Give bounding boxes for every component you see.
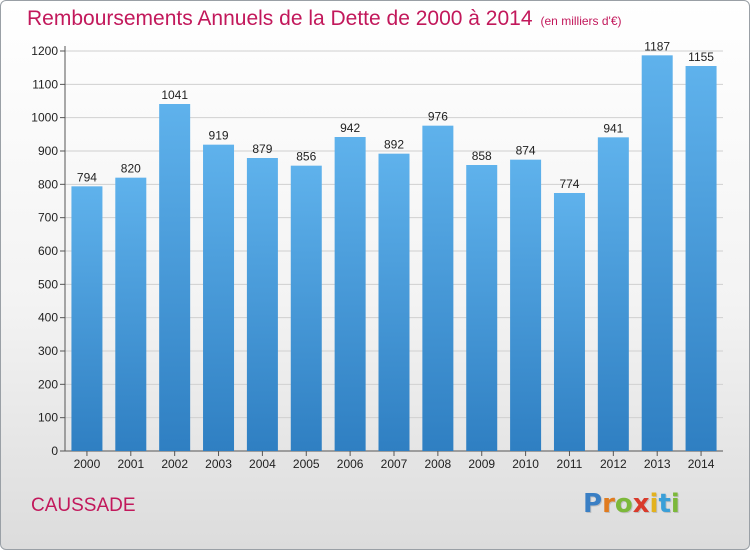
y-tick-label: 900	[38, 144, 58, 158]
bar-value-label: 1041	[161, 88, 188, 102]
y-tick-label: 700	[38, 211, 58, 225]
x-tick-label: 2006	[337, 457, 364, 471]
x-tick-label: 2014	[688, 457, 715, 471]
x-tick-label: 2007	[381, 457, 408, 471]
x-tick-label: 2000	[74, 457, 101, 471]
bars: 794 820 1041 919 879 856 942 892 976 858 874 774 941…	[71, 39, 717, 452]
bar-value-label: 879	[252, 142, 272, 156]
bar-value-label: 1187	[644, 39, 670, 53]
y-tick-label: 1200	[31, 44, 58, 58]
bar-value-label: 794	[77, 170, 97, 184]
brand-logo: Proxiti	[583, 489, 680, 519]
logo-letter: i	[649, 489, 659, 519]
y-tick-label: 1100	[32, 77, 58, 91]
bar-2012	[597, 137, 629, 452]
bar-2007	[378, 153, 410, 451]
x-tick-label: 2008	[425, 457, 452, 471]
bar-value-label: 942	[340, 121, 360, 135]
bar-2011	[553, 193, 585, 451]
y-tick-label: 1000	[31, 111, 58, 125]
bar-2009	[466, 165, 498, 451]
chart-subtitle: (en milliers d'€)	[540, 14, 622, 28]
bar-value-label: 941	[603, 121, 623, 135]
logo-letter: r	[602, 489, 615, 519]
y-tick-label: 500	[38, 277, 58, 291]
bar-value-label: 892	[384, 138, 404, 152]
bar-value-label: 820	[121, 162, 141, 176]
chart-title: Remboursements Annuels de la Dette de 20…	[27, 7, 622, 31]
chart-title-text: Remboursements Annuels de la Dette de 20…	[27, 7, 533, 30]
x-tick-label: 2001	[117, 457, 144, 471]
bar-2000	[71, 186, 103, 452]
bar-2005	[290, 165, 322, 451]
y-tick-label: 600	[38, 244, 58, 258]
x-tick-label: 2010	[512, 457, 539, 471]
bar-value-label: 874	[516, 144, 536, 158]
logo-letter: t	[658, 489, 671, 519]
x-tick-label: 2011	[557, 457, 583, 471]
y-tick-label: 300	[38, 344, 58, 358]
y-tick-label: 100	[38, 411, 58, 425]
y-tick-label: 0	[51, 444, 58, 458]
axes: 0 100 200 300 400 500 600 700 800 900 1000 1100 1200…	[31, 44, 723, 471]
logo-letter: i	[670, 489, 680, 519]
bar-2004	[246, 158, 278, 451]
bar-2006	[334, 137, 366, 451]
bar-2014	[685, 66, 717, 451]
bar-value-label: 976	[428, 110, 448, 124]
x-tick-label: 2012	[600, 457, 627, 471]
x-tick-label: 2013	[644, 457, 671, 471]
logo-letter: P	[583, 489, 603, 519]
bar-value-label: 1155	[688, 50, 714, 64]
bar-2008	[422, 125, 454, 452]
y-tick-label: 400	[38, 311, 58, 325]
bar-2010	[510, 159, 542, 451]
x-tick-label: 2003	[205, 457, 232, 471]
bar-value-label: 774	[559, 177, 579, 191]
bar-value-label: 856	[296, 150, 316, 164]
y-tick-label: 200	[38, 377, 58, 391]
x-tick-label: 2004	[249, 457, 276, 471]
bar-2002	[159, 104, 191, 451]
x-tick-label: 2009	[468, 457, 495, 471]
y-tick-label: 800	[38, 177, 58, 191]
bar-2003	[203, 144, 235, 451]
x-tick-label: 2005	[293, 457, 320, 471]
bar-2001	[115, 177, 147, 451]
bar-value-label: 919	[209, 129, 229, 143]
location-label: CAUSSADE	[31, 495, 136, 516]
bar-value-label: 858	[472, 149, 492, 163]
logo-letter: o	[614, 489, 633, 519]
x-tick-label: 2002	[161, 457, 188, 471]
bar-2013	[641, 55, 673, 451]
logo-letter: x	[632, 489, 650, 519]
